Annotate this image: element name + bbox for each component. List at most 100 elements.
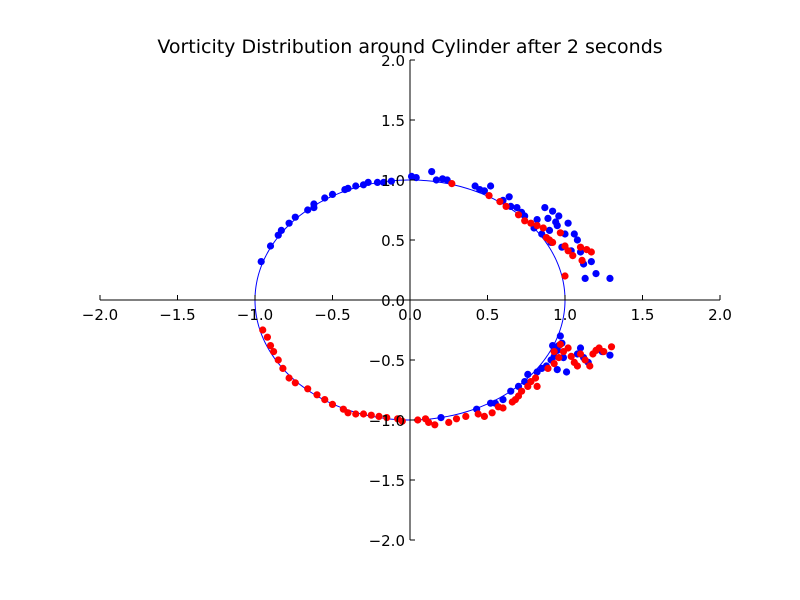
x-tick-label: 2.0 [708,306,732,324]
x-tick-label: −0.5 [314,306,350,324]
data-point-red [313,391,321,399]
data-point-blue [277,226,285,234]
data-point-red [398,417,406,425]
tick-layer: −2.0 −1.5 −1.0 −0.5 0.0 0.5 1.0 1.5 2.0 −2.0 −1.5 −… [82,52,732,550]
data-point-red [328,400,337,408]
data-point-red [274,356,282,364]
data-point-blue [499,396,507,404]
data-point-blue [533,368,541,376]
data-point-blue [266,242,275,250]
data-point-blue [480,187,488,195]
y-tick-label: −1.5 [369,472,405,490]
data-point-red [279,364,287,372]
data-point-red [518,387,526,395]
data-point-blue [344,184,352,192]
data-point-red [550,348,558,356]
data-point-red [259,326,267,334]
data-point-blue [556,332,564,340]
data-point-red [587,248,595,256]
y-tick-label: −2.0 [369,532,405,550]
data-point-red [549,238,557,246]
data-point-red [502,202,510,210]
data-point-blue [541,204,549,212]
data-point-red [576,350,585,358]
data-point-red [431,421,439,429]
data-point-red [474,410,482,418]
data-point-red [533,382,541,390]
data-point-red [576,243,585,251]
data-point-red [499,404,507,412]
x-tick-label: 0.0 [398,306,422,324]
data-point-red [539,224,547,232]
data-point-red [561,272,569,280]
data-point-red [496,198,504,206]
data-point-red [600,348,608,356]
data-point-red [544,364,552,372]
data-point-red [573,362,582,370]
data-point-blue [553,222,561,230]
data-point-red [531,374,540,382]
data-point-red [344,409,352,417]
data-point-red [291,379,299,387]
data-point-blue [432,176,440,184]
data-point-red [462,412,470,420]
x-tick-label: −1.0 [237,306,273,324]
data-point-blue [587,258,595,266]
data-point-blue [428,168,436,176]
x-tick-label: −2.0 [82,306,118,324]
data-point-red [527,219,535,227]
data-point-red [448,180,456,188]
data-point-blue [328,190,337,198]
y-tick-label: 1.0 [381,172,405,190]
data-point-red [556,340,564,348]
data-point-blue [606,274,614,282]
data-point-red [578,256,586,264]
data-point-blue [545,226,554,234]
x-tick-label: 1.5 [631,306,655,324]
data-point-blue [380,178,388,186]
data-point-red [304,385,312,393]
data-point-red [480,412,488,420]
data-point-blue [505,193,513,201]
data-point-red [533,222,541,230]
data-point-red [514,211,523,219]
data-point-blue [570,230,578,238]
data-point-red [425,418,433,426]
data-point-blue [555,212,563,220]
data-point-red [564,247,572,255]
data-point-red [452,415,461,423]
data-point-red [270,348,278,356]
data-point-red [581,356,589,364]
data-point-red [521,217,529,225]
chart-title: Vorticity Distribution around Cylinder a… [157,36,662,58]
data-point-red [569,252,577,260]
y-tick-label: −1.0 [369,412,405,430]
data-point-blue [412,174,420,182]
y-tick-label: −0.5 [369,352,405,370]
x-tick-label: 1.0 [553,306,577,324]
data-point-blue [592,270,600,278]
data-point-red [352,410,360,418]
data-point-blue [606,351,614,359]
data-point-blue [257,258,265,266]
data-point-red [555,354,563,362]
x-tick-label: 0.5 [476,306,500,324]
data-point-blue [364,178,372,186]
data-point-blue [549,207,557,215]
data-point-red [550,360,558,368]
data-point-red [485,192,493,200]
y-tick-label: 0.0 [381,292,405,310]
data-point-blue [553,366,561,374]
data-point-red [607,343,616,351]
data-point-blue [507,387,515,395]
data-point-red [488,409,496,417]
y-tick-label: 1.5 [381,112,405,130]
data-point-blue [373,178,382,186]
data-point-blue [352,182,360,190]
data-point-blue [291,213,299,221]
data-point-red [263,333,271,341]
data-point-blue [564,219,572,227]
data-point-blue [321,194,329,202]
data-point-blue [437,414,445,422]
